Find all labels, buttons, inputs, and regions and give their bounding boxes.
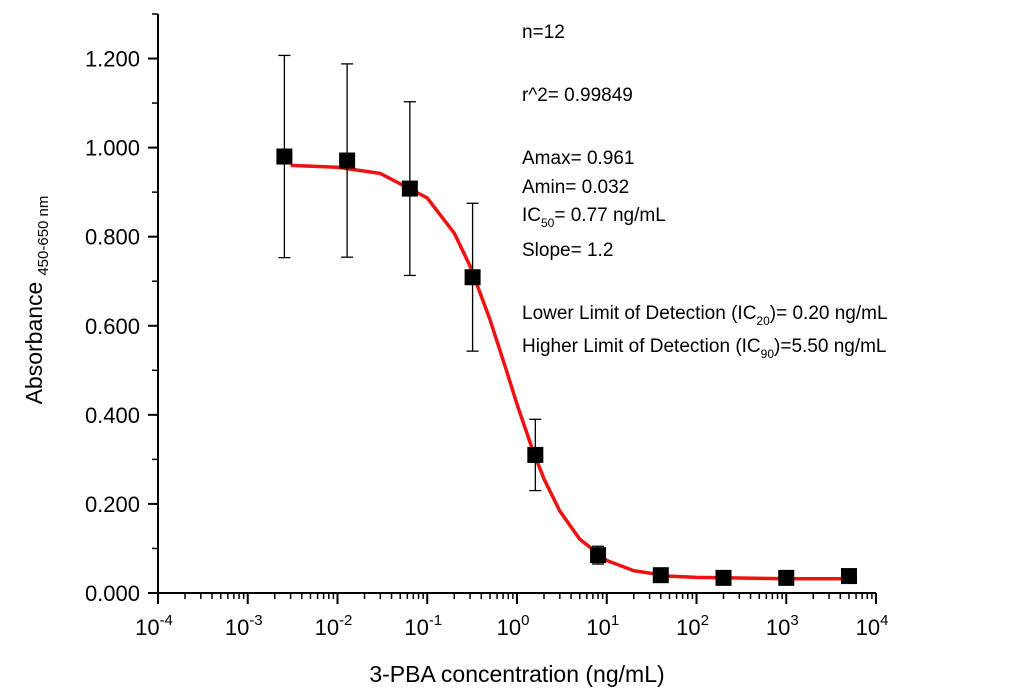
x-tick-base: 10 (586, 615, 610, 640)
x-tick-exponent: 0 (521, 612, 529, 629)
x-tick-label: 100 (497, 612, 530, 640)
x-tick-exponent: 1 (611, 612, 619, 629)
x-tick-exponent: -2 (339, 612, 352, 629)
annotation: r^2= 0.99849 (522, 85, 633, 106)
annotation: Lower Limit of Detection (IC20)= 0.20 ng… (522, 303, 888, 328)
x-tick-base: 10 (856, 615, 880, 640)
x-tick-base: 10 (497, 615, 521, 640)
x-tick-base: 10 (404, 615, 428, 640)
annotation: Slope= 1.2 (522, 240, 613, 261)
marker (778, 569, 795, 586)
annotation: Amin= 0.032 (522, 177, 629, 198)
annotation-sub: 90 (761, 347, 775, 361)
x-tick-exponent: 3 (790, 612, 798, 629)
annotation: Amax= 0.961 (522, 148, 635, 169)
annotation: IC50= 0.77 ng/mL (522, 205, 666, 230)
annotation-part: Higher Limit of Detection (IC (522, 336, 761, 357)
marker (590, 547, 607, 564)
marker (464, 269, 481, 286)
annotation: n=12 (522, 22, 565, 43)
y-tick-label: 0.800 (85, 225, 140, 250)
annotation-sub: 20 (756, 314, 770, 328)
marker (652, 567, 669, 584)
y-tick-label: 0.600 (85, 314, 140, 339)
y-tick-label: 1.200 (85, 47, 140, 72)
annotation-part: Slope= 1.2 (522, 240, 613, 261)
marker (339, 152, 356, 169)
annotation-sub: 50 (541, 216, 555, 230)
annotation-part: Amin= 0.032 (522, 177, 629, 198)
y-label-main: Absorbance (21, 282, 47, 405)
x-tick-label: 102 (676, 612, 709, 640)
marker (527, 446, 544, 463)
x-tick-label: 10-1 (404, 612, 442, 640)
marker (715, 569, 732, 586)
annotation-part: r^2= 0.99849 (522, 85, 633, 106)
annotation-part: n=12 (522, 22, 565, 43)
annotation-part: IC (522, 205, 541, 226)
y-tick-label: 0.200 (85, 492, 140, 517)
annotation: Higher Limit of Detection (IC90)=5.50 ng… (522, 336, 887, 361)
x-tick-base: 10 (766, 615, 790, 640)
y-label-sub: 450-650 nm (35, 196, 52, 276)
x-axis-label: 3-PBA concentration (ng/mL) (369, 661, 664, 687)
x-tick-exponent: -1 (429, 612, 442, 629)
x-tick-exponent: 4 (880, 612, 888, 629)
x-tick-base: 10 (676, 615, 700, 640)
x-tick-label: 10-3 (225, 612, 263, 640)
y-tick-label: 0.000 (85, 581, 140, 606)
y-tick-label: 1.000 (85, 136, 140, 161)
marker (840, 568, 857, 585)
marker (276, 148, 293, 165)
annotation-part: )= 0.20 ng/mL (770, 303, 888, 324)
x-tick-label: 101 (586, 612, 619, 640)
x-tick-exponent: 2 (701, 612, 709, 629)
x-tick-label: 103 (766, 612, 799, 640)
x-tick-exponent: -3 (249, 612, 262, 629)
y-axis-label: Absorbance 450-650 nm (21, 196, 52, 405)
annotation-part: )=5.50 ng/mL (774, 336, 887, 357)
x-tick-label: 10-4 (135, 612, 173, 640)
x-tick-base: 10 (135, 615, 159, 640)
marker (401, 180, 418, 197)
annotation-part: Amax= 0.961 (522, 148, 635, 169)
x-tick-base: 10 (315, 615, 339, 640)
x-tick-label: 104 (856, 612, 889, 640)
annotation-part: Lower Limit of Detection (IC (522, 303, 756, 324)
x-tick-exponent: -4 (160, 612, 173, 629)
annotation-part: = 0.77 ng/mL (554, 205, 665, 226)
fit-curve (290, 163, 849, 581)
x-tick-label: 10-2 (315, 612, 353, 640)
y-tick-label: 0.400 (85, 403, 140, 428)
x-tick-base: 10 (225, 615, 249, 640)
